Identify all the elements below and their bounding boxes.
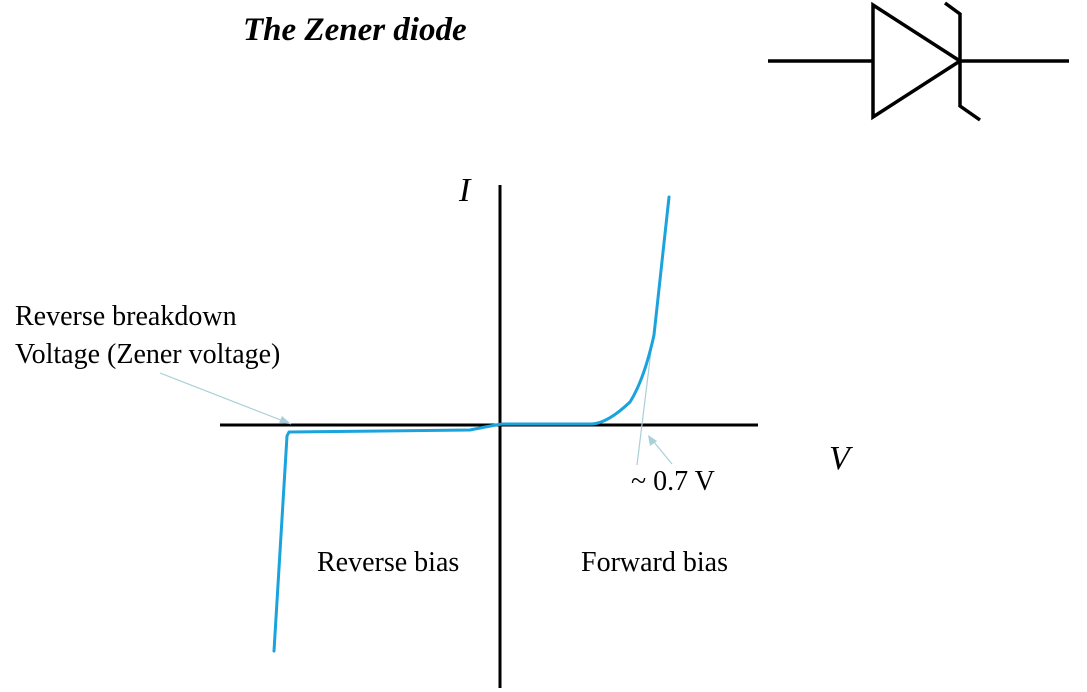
forward-voltage-label: ~ 0.7 V <box>631 466 715 497</box>
symbol-triangle <box>871 1 964 121</box>
page-title: The Zener diode <box>243 12 467 48</box>
breakdown-label-line1: Reverse breakdown <box>15 301 237 332</box>
forward-bias-label: Forward bias <box>581 547 728 578</box>
iv-curve <box>272 195 671 653</box>
breakdown-label-line2: Voltage (Zener voltage) <box>15 339 281 370</box>
forward-voltage-pointer-arrowhead <box>648 435 657 446</box>
y-axis-label: I <box>459 172 471 209</box>
x-axis-label: V <box>829 440 850 477</box>
breakdown-pointer-arrowhead <box>279 416 291 424</box>
reverse-bias-label: Reverse bias <box>317 547 460 578</box>
breakdown-pointer-line <box>159 372 292 425</box>
